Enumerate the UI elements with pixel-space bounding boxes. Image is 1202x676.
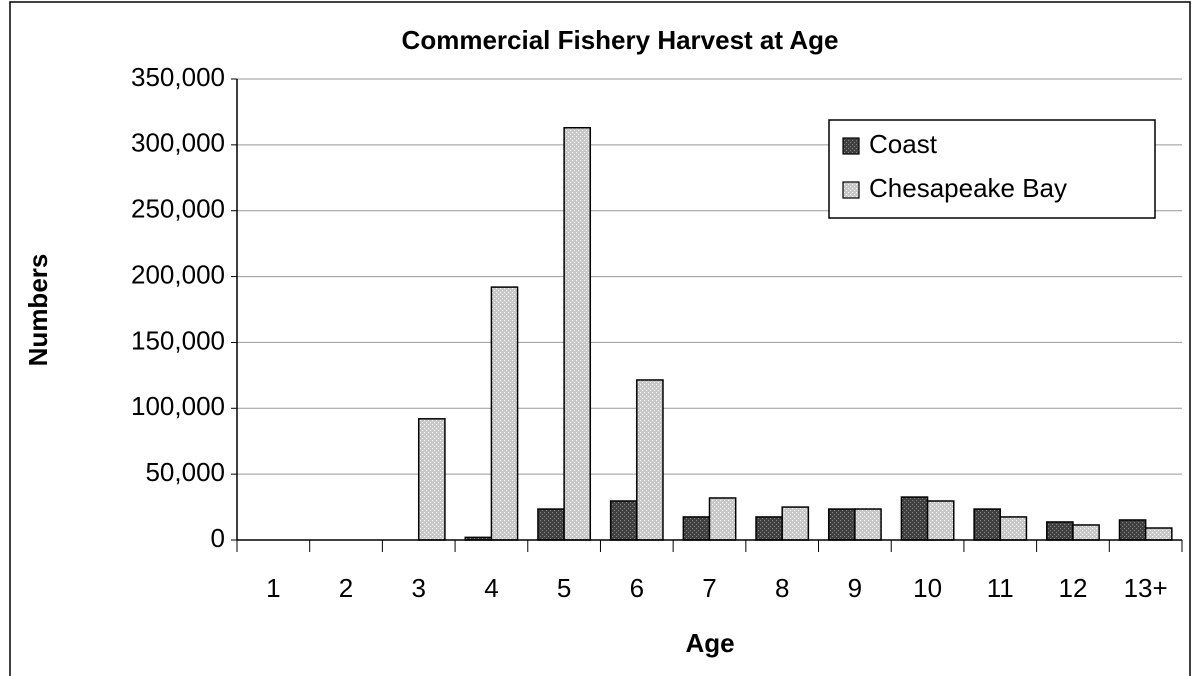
x-tick-label: 10: [913, 573, 942, 603]
bar: [636, 379, 664, 541]
y-tick-label: 250,000: [131, 194, 225, 224]
legend-label: Coast: [869, 129, 938, 159]
y-tick-label: 350,000: [131, 62, 225, 92]
bar: [900, 496, 929, 541]
bar: [609, 500, 638, 541]
bar: [1046, 521, 1074, 541]
y-tick-label: 50,000: [145, 457, 225, 487]
bar: [417, 418, 446, 541]
x-tick-label: 5: [557, 573, 571, 603]
y-tick-label: 200,000: [131, 259, 225, 289]
x-tick-label: 4: [484, 573, 498, 603]
legend-label: Chesapeake Bay: [869, 173, 1067, 203]
x-tick-label: 1: [266, 573, 280, 603]
legend-box: [828, 119, 1156, 219]
bar: [854, 508, 882, 541]
chart-frame: [9, 1, 1191, 676]
bar: [973, 508, 1002, 541]
bar: [563, 126, 592, 541]
y-axis-label: Numbers: [23, 254, 53, 367]
x-tick-label: 2: [339, 573, 353, 603]
x-tick-label: 12: [1059, 573, 1088, 603]
bar: [1118, 519, 1147, 541]
bar: [827, 508, 856, 541]
bar: [926, 500, 955, 541]
bar: [781, 506, 810, 541]
legend-swatch: [842, 137, 860, 155]
bar: [999, 516, 1028, 541]
legend-swatch: [842, 181, 860, 199]
bar: [537, 508, 565, 541]
bar: [755, 516, 783, 541]
x-tick-label: 11: [987, 573, 1014, 603]
y-tick-label: 300,000: [131, 128, 225, 158]
x-tick-label: 7: [702, 573, 716, 603]
bar: [1072, 524, 1100, 541]
chart-title: Commercial Fishery Harvest at Age: [402, 25, 839, 55]
x-tick-label: 8: [775, 573, 789, 603]
bar: [682, 516, 711, 541]
x-axis-label: Age: [685, 628, 734, 658]
x-tick-label: 3: [411, 573, 425, 603]
y-tick-label: 0: [211, 523, 225, 553]
y-tick-label: 100,000: [131, 391, 225, 421]
bar: [490, 286, 519, 541]
x-tick-label: 9: [848, 573, 862, 603]
y-tick-label: 150,000: [131, 325, 225, 355]
x-tick-label: 13+: [1124, 573, 1168, 603]
bar: [1144, 527, 1173, 541]
bar: [708, 497, 737, 541]
x-tick-label: 6: [630, 573, 644, 603]
